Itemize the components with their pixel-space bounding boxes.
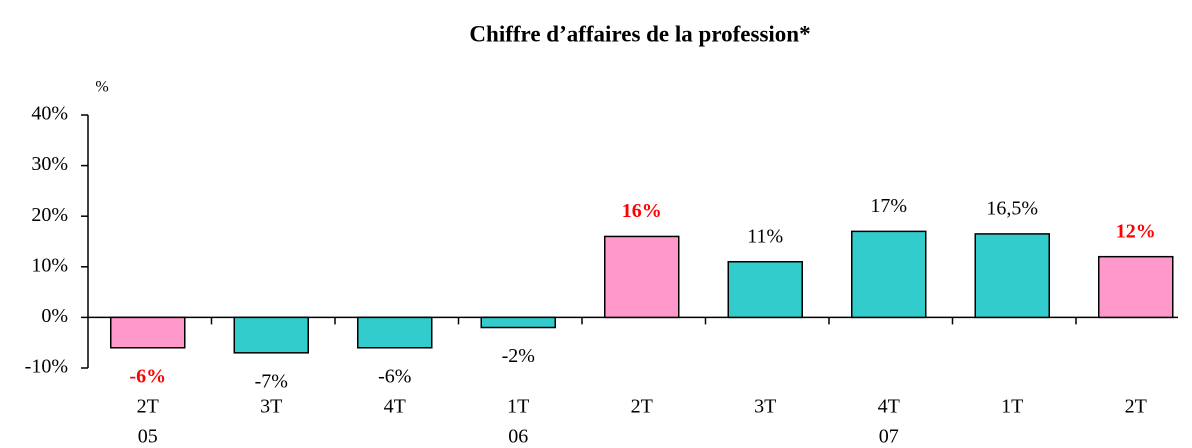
value-label: -2%	[502, 345, 535, 367]
value-label: 16%	[622, 200, 662, 222]
bar	[1098, 255, 1174, 319]
x-tick-label: 4T	[384, 396, 406, 418]
x-tick-label: 1T	[1001, 396, 1023, 418]
y-tick-label: 30%	[31, 153, 68, 175]
value-label: -7%	[255, 370, 288, 392]
y-tick-label: 10%	[31, 254, 68, 276]
x-tick-label: 3T	[260, 396, 282, 418]
x-tick-label: 3T	[754, 396, 776, 418]
x-tick-label: 4T	[878, 396, 900, 418]
x-tick-year: 06	[508, 426, 528, 448]
x-tick-year: 07	[879, 426, 899, 448]
bar	[727, 260, 803, 319]
y-axis-label: %	[95, 79, 108, 96]
y-tick-label: 20%	[31, 204, 68, 226]
value-label: 16,5%	[986, 198, 1038, 220]
value-label: 17%	[870, 195, 907, 217]
x-tick-year: 05	[138, 426, 158, 448]
chart-title: Chiffre d’affaires de la profession*	[469, 21, 810, 46]
y-tick-label: -10%	[25, 356, 68, 378]
bar	[110, 316, 186, 349]
bar	[233, 316, 309, 354]
value-label: -6%	[129, 365, 166, 387]
x-tick-label: 2T	[137, 396, 159, 418]
value-label: 11%	[747, 225, 783, 247]
bar	[604, 235, 680, 319]
bar	[974, 233, 1050, 319]
value-label: -6%	[378, 365, 411, 387]
bar	[480, 316, 556, 329]
x-tick-label: 1T	[507, 396, 529, 418]
bar	[851, 230, 927, 319]
bar	[357, 316, 433, 349]
value-label: 12%	[1116, 220, 1156, 242]
x-tick-label: 2T	[631, 396, 653, 418]
x-tick-label: 2T	[1125, 396, 1147, 418]
y-tick-label: 0%	[41, 305, 68, 327]
y-tick-label: 40%	[31, 103, 68, 125]
